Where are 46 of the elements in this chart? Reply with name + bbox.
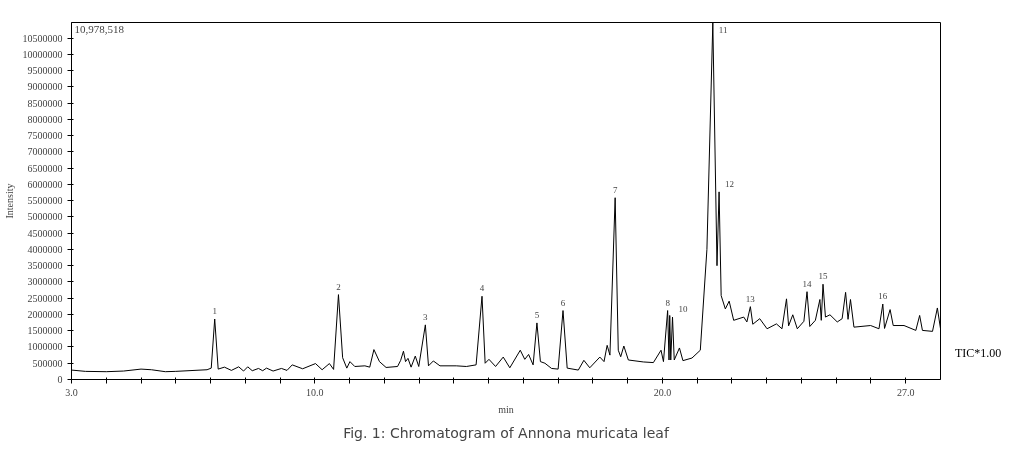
y-tick-label: 10500000 [22,32,63,44]
y-tick-label: 1000000 [27,341,63,353]
x-tick-label: 3.0 [65,386,78,398]
annotation: 8 [665,297,671,308]
annotation: 2 [336,281,341,292]
y-tick-label: 9500000 [27,65,63,77]
y-tick-label: 6000000 [27,178,63,190]
x-axis-title: min [498,403,514,415]
annotation: 12 [725,178,735,189]
annotation: 10 [678,304,688,315]
annotation: 4 [479,283,485,294]
y-tick-label: 8000000 [27,113,63,125]
y-tick-label: 2000000 [27,308,63,320]
annotation: 10,978,518 [74,22,125,35]
x-tick-label: 20.0 [653,386,672,398]
annotation: 6 [560,297,566,308]
annotation: 5 [534,309,540,320]
annotation: 13 [745,293,756,304]
annotation: 16 [878,291,888,302]
y-tick-label: 0 [57,374,63,385]
annotation: 11 [718,24,728,35]
annotation: 3 [423,311,429,322]
y-tick-label: 7500000 [27,130,63,142]
y-tick-label: 7000000 [27,146,63,158]
y-tick-label: 10000000 [22,48,63,60]
y-tick-label: 5500000 [27,195,63,207]
annotation: 7 [612,184,618,195]
y-tick-label: 3000000 [27,276,63,288]
text: Fig. 1: Chromatogram of Annona muricata leaf [343,424,670,441]
y-tick-label: 2500000 [27,292,63,304]
y-tick-label: 4500000 [27,227,63,239]
y-tick-label: 4000000 [27,243,63,255]
y-tick-label: 1500000 [27,325,63,337]
y-axis-title: Intensity [3,183,15,219]
text: TIC*1.00 [955,345,1002,362]
annotation: 1 [212,306,217,317]
x-tick-label: 10.0 [306,386,324,398]
y-tick-label: 9000000 [27,81,63,93]
y-tick-label: 8500000 [27,97,63,109]
x-tick-label: 27.0 [896,386,915,398]
annotation: 14 [802,278,813,289]
y-tick-label: 5000000 [27,211,63,223]
y-tick-label: 500000 [32,357,63,369]
annotation: 15 [818,271,829,282]
y-tick-label: 6500000 [27,162,63,174]
y-tick-label: 3500000 [27,260,63,272]
